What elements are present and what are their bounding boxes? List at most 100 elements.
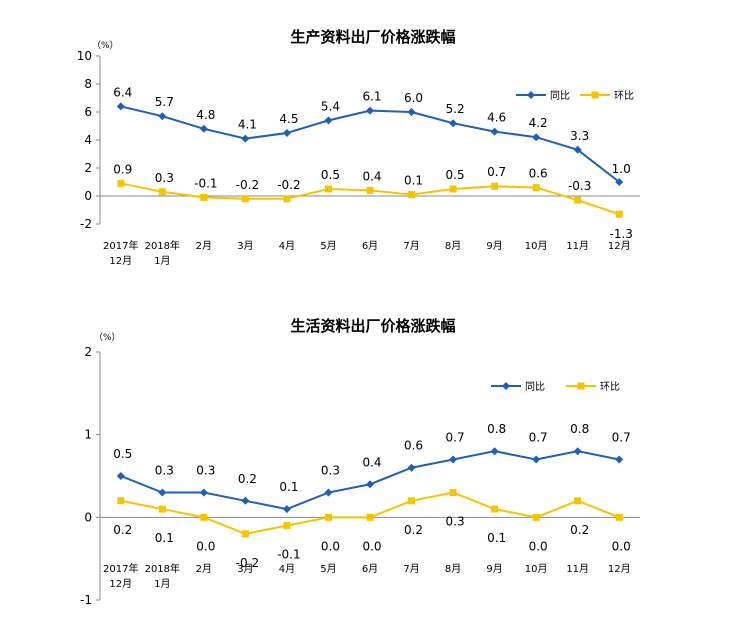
x-tick-label: 2017年 [103,562,138,575]
legend-label-yoy: 同比 [525,381,545,393]
x-tick-label: 8月 [445,240,461,252]
data-point-diamond [490,127,499,136]
data-label: 6.4 [113,85,132,99]
data-label: 4.8 [196,108,215,122]
data-point-diamond [449,119,458,128]
data-label: 0.2 [570,523,589,537]
data-point-diamond [241,496,250,505]
data-label: 0.6 [529,167,548,181]
legend-label-mom: 环比 [614,90,634,102]
data-label: -0.2 [277,178,300,192]
data-label: -0.1 [277,548,300,562]
x-tick-label: 2018年 [145,562,180,575]
data-point-square [324,185,332,193]
data-point-square [615,513,623,521]
x-tick-label: 4月 [279,240,295,252]
data-point-diamond [573,447,582,456]
data-label: 0.3 [196,464,215,478]
chart-consumer-goods: 生活资料出厂价格涨跌幅 （%） -1 0 1 2 2017年 12月 2018年 1月 2月 3月 4月… [80,317,640,607]
data-label: 0.0 [196,539,215,553]
data-point-diamond [532,455,541,464]
data-point-diamond [615,455,624,464]
data-point-diamond [282,129,291,137]
data-point-square [574,497,582,505]
data-point-diamond [490,447,499,456]
data-label: 0.1 [404,174,423,188]
data-label: 0.1 [487,531,506,545]
data-label: 3.3 [570,129,589,143]
data-point-diamond [449,455,458,464]
data-label: 0.2 [113,523,132,537]
data-label: -0.3 [568,179,591,193]
y-tick-label: -2 [80,217,92,231]
data-point-diamond [573,145,582,154]
data-point-diamond [366,480,374,489]
data-label: 4.5 [279,112,298,126]
y-tick-label: 4 [84,133,92,147]
x-tick-label: 3月 [237,240,253,252]
data-point-diamond [199,124,208,133]
data-label: 4.1 [238,118,257,132]
data-label: -0.2 [236,556,259,570]
y-tick-label: 2 [84,161,92,175]
data-point-square [158,188,166,196]
data-point-square [408,497,416,505]
x-tick-label: 8月 [445,563,461,575]
y-tick-label: 1 [84,428,92,442]
x-tick-label: 2月 [196,563,212,575]
x-tick-label: 3月 [237,563,253,575]
data-label: 0.3 [321,464,340,478]
data-label: 0.1 [155,531,174,545]
y-tick-label: 10 [77,49,92,63]
data-label: 6.1 [362,90,381,104]
data-point-square [574,196,582,204]
data-label: 0.2 [404,523,423,537]
data-label: 0.0 [612,539,631,553]
data-point-diamond [407,463,416,472]
x-tick-label: 12月 [109,578,132,590]
legend-marker-yoy [527,91,535,99]
x-tick-label: 5月 [320,240,336,252]
x-tick-label: 9月 [486,563,502,575]
chart-production-materials: 生产资料出厂价格涨跌幅 （%） -2 0 2 4 6 8 10 2017年 12月 2018年 1月 2月… [77,28,640,267]
data-point-diamond [116,472,125,480]
x-tick-label: 10月 [525,563,548,575]
data-point-square [117,497,125,505]
data-point-diamond [324,116,333,125]
data-label: 0.3 [155,171,174,185]
data-point-square [241,530,249,538]
data-point-diamond [199,488,208,497]
x-tick-label: 2017年 [103,239,138,252]
y-tick-label: 0 [84,510,92,524]
data-point-square [200,193,208,201]
data-point-diamond [324,488,333,497]
data-point-diamond [158,112,167,121]
legend-label-mom: 环比 [600,381,620,393]
data-label: 4.6 [487,111,506,125]
unit-label: （%） [92,40,119,51]
data-label: -1.3 [610,227,633,241]
series-line-mom [120,491,620,535]
x-tick-label: 2018年 [145,239,180,252]
x-tick-label: 11月 [566,240,589,252]
y-tick-label: -1 [80,593,92,607]
legend-marker-yoy [502,382,510,390]
legend-marker-mom [577,382,585,390]
data-point-diamond [532,133,541,142]
data-point-square [241,195,249,203]
x-tick-label: 10月 [525,240,548,252]
chart-title: 生活资料出厂价格涨跌幅 [290,317,455,335]
data-point-square [366,513,374,521]
data-point-square [283,522,291,530]
y-tick-label: 0 [84,189,92,203]
x-tick-label: 2月 [196,240,212,252]
data-label: -0.2 [236,178,259,192]
data-label: 0.7 [487,165,506,179]
data-label: 0.4 [362,455,381,469]
data-label: 0.7 [529,430,548,444]
x-tick-label: 4月 [279,563,295,575]
x-tick-label: 6月 [362,563,378,575]
data-label: 0.9 [113,162,132,176]
x-tick-label: 1月 [154,255,170,267]
data-point-square [366,186,374,194]
